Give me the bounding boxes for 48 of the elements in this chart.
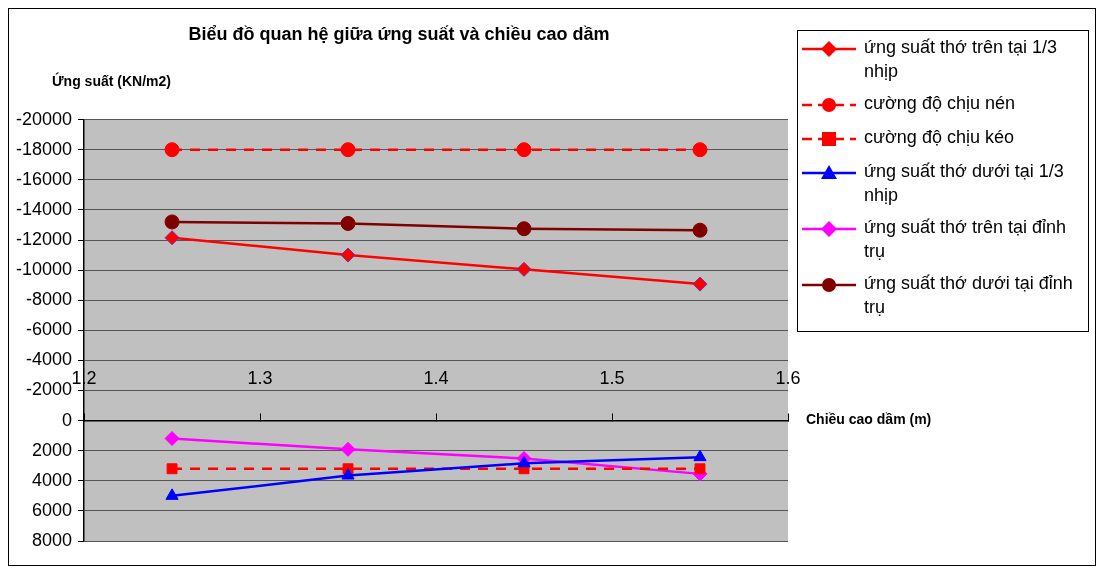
x-axis-title: Chiều cao dầm (m) [806, 411, 932, 428]
point [694, 463, 706, 475]
y-tick-label: 0 [62, 409, 73, 430]
point [340, 247, 356, 263]
legend-label: cường độ chịu kéo [864, 126, 1014, 149]
point [164, 230, 180, 246]
point [340, 441, 356, 457]
point [164, 214, 180, 230]
x-tick-label: 1.4 [423, 368, 449, 389]
point [165, 488, 179, 500]
y-tick-label: -6000 [26, 319, 73, 340]
point [517, 455, 531, 468]
y-tick-label: -12000 [15, 228, 73, 249]
legend-label: cường độ chịu nén [864, 92, 1015, 115]
x-tick-label: 1.5 [599, 368, 625, 389]
y-tick-label: -4000 [26, 349, 73, 370]
point [341, 468, 355, 480]
y-tick-label: -2000 [26, 379, 73, 400]
y-tick-label: 2000 [32, 439, 73, 460]
legend-label: ứng suất thớ dưới tại đỉnh trụ [864, 272, 1074, 319]
point [692, 276, 708, 292]
y-axis-title: Ứng suất (KN/m2) [52, 71, 171, 89]
y-tick-label: -14000 [15, 198, 73, 219]
y-tick-label: -20000 [15, 108, 73, 129]
chart-title: Biểu đồ quan hệ giữa ứng suất và chiều cao dầm [188, 23, 610, 44]
point [692, 142, 708, 158]
point [164, 431, 180, 447]
point [516, 261, 532, 277]
legend-label: ứng suất thớ trên tại đỉnh trụ [864, 216, 1067, 263]
point [166, 463, 178, 475]
point [340, 215, 356, 231]
y-tick-label: -10000 [15, 259, 73, 280]
point [692, 222, 708, 238]
point [516, 142, 532, 158]
y-tick-label: -18000 [15, 138, 73, 159]
point [516, 221, 532, 237]
y-tick-label: -16000 [15, 168, 73, 189]
y-tick-label: 4000 [32, 469, 73, 490]
y-tick-label: 6000 [32, 499, 73, 520]
y-tick-label: 8000 [32, 529, 73, 550]
point [164, 142, 180, 158]
point [693, 449, 707, 462]
legend-label: ứng suất thớ dưới tại 1/3 nhịp [864, 160, 1065, 207]
x-tick-label: 1.6 [775, 368, 801, 389]
x-tick-label: 1.3 [247, 368, 273, 389]
y-tick-label: -8000 [26, 289, 73, 310]
legend-label: ứng suất thớ trên tại 1/3 nhịp [864, 36, 1058, 83]
point [340, 142, 356, 158]
